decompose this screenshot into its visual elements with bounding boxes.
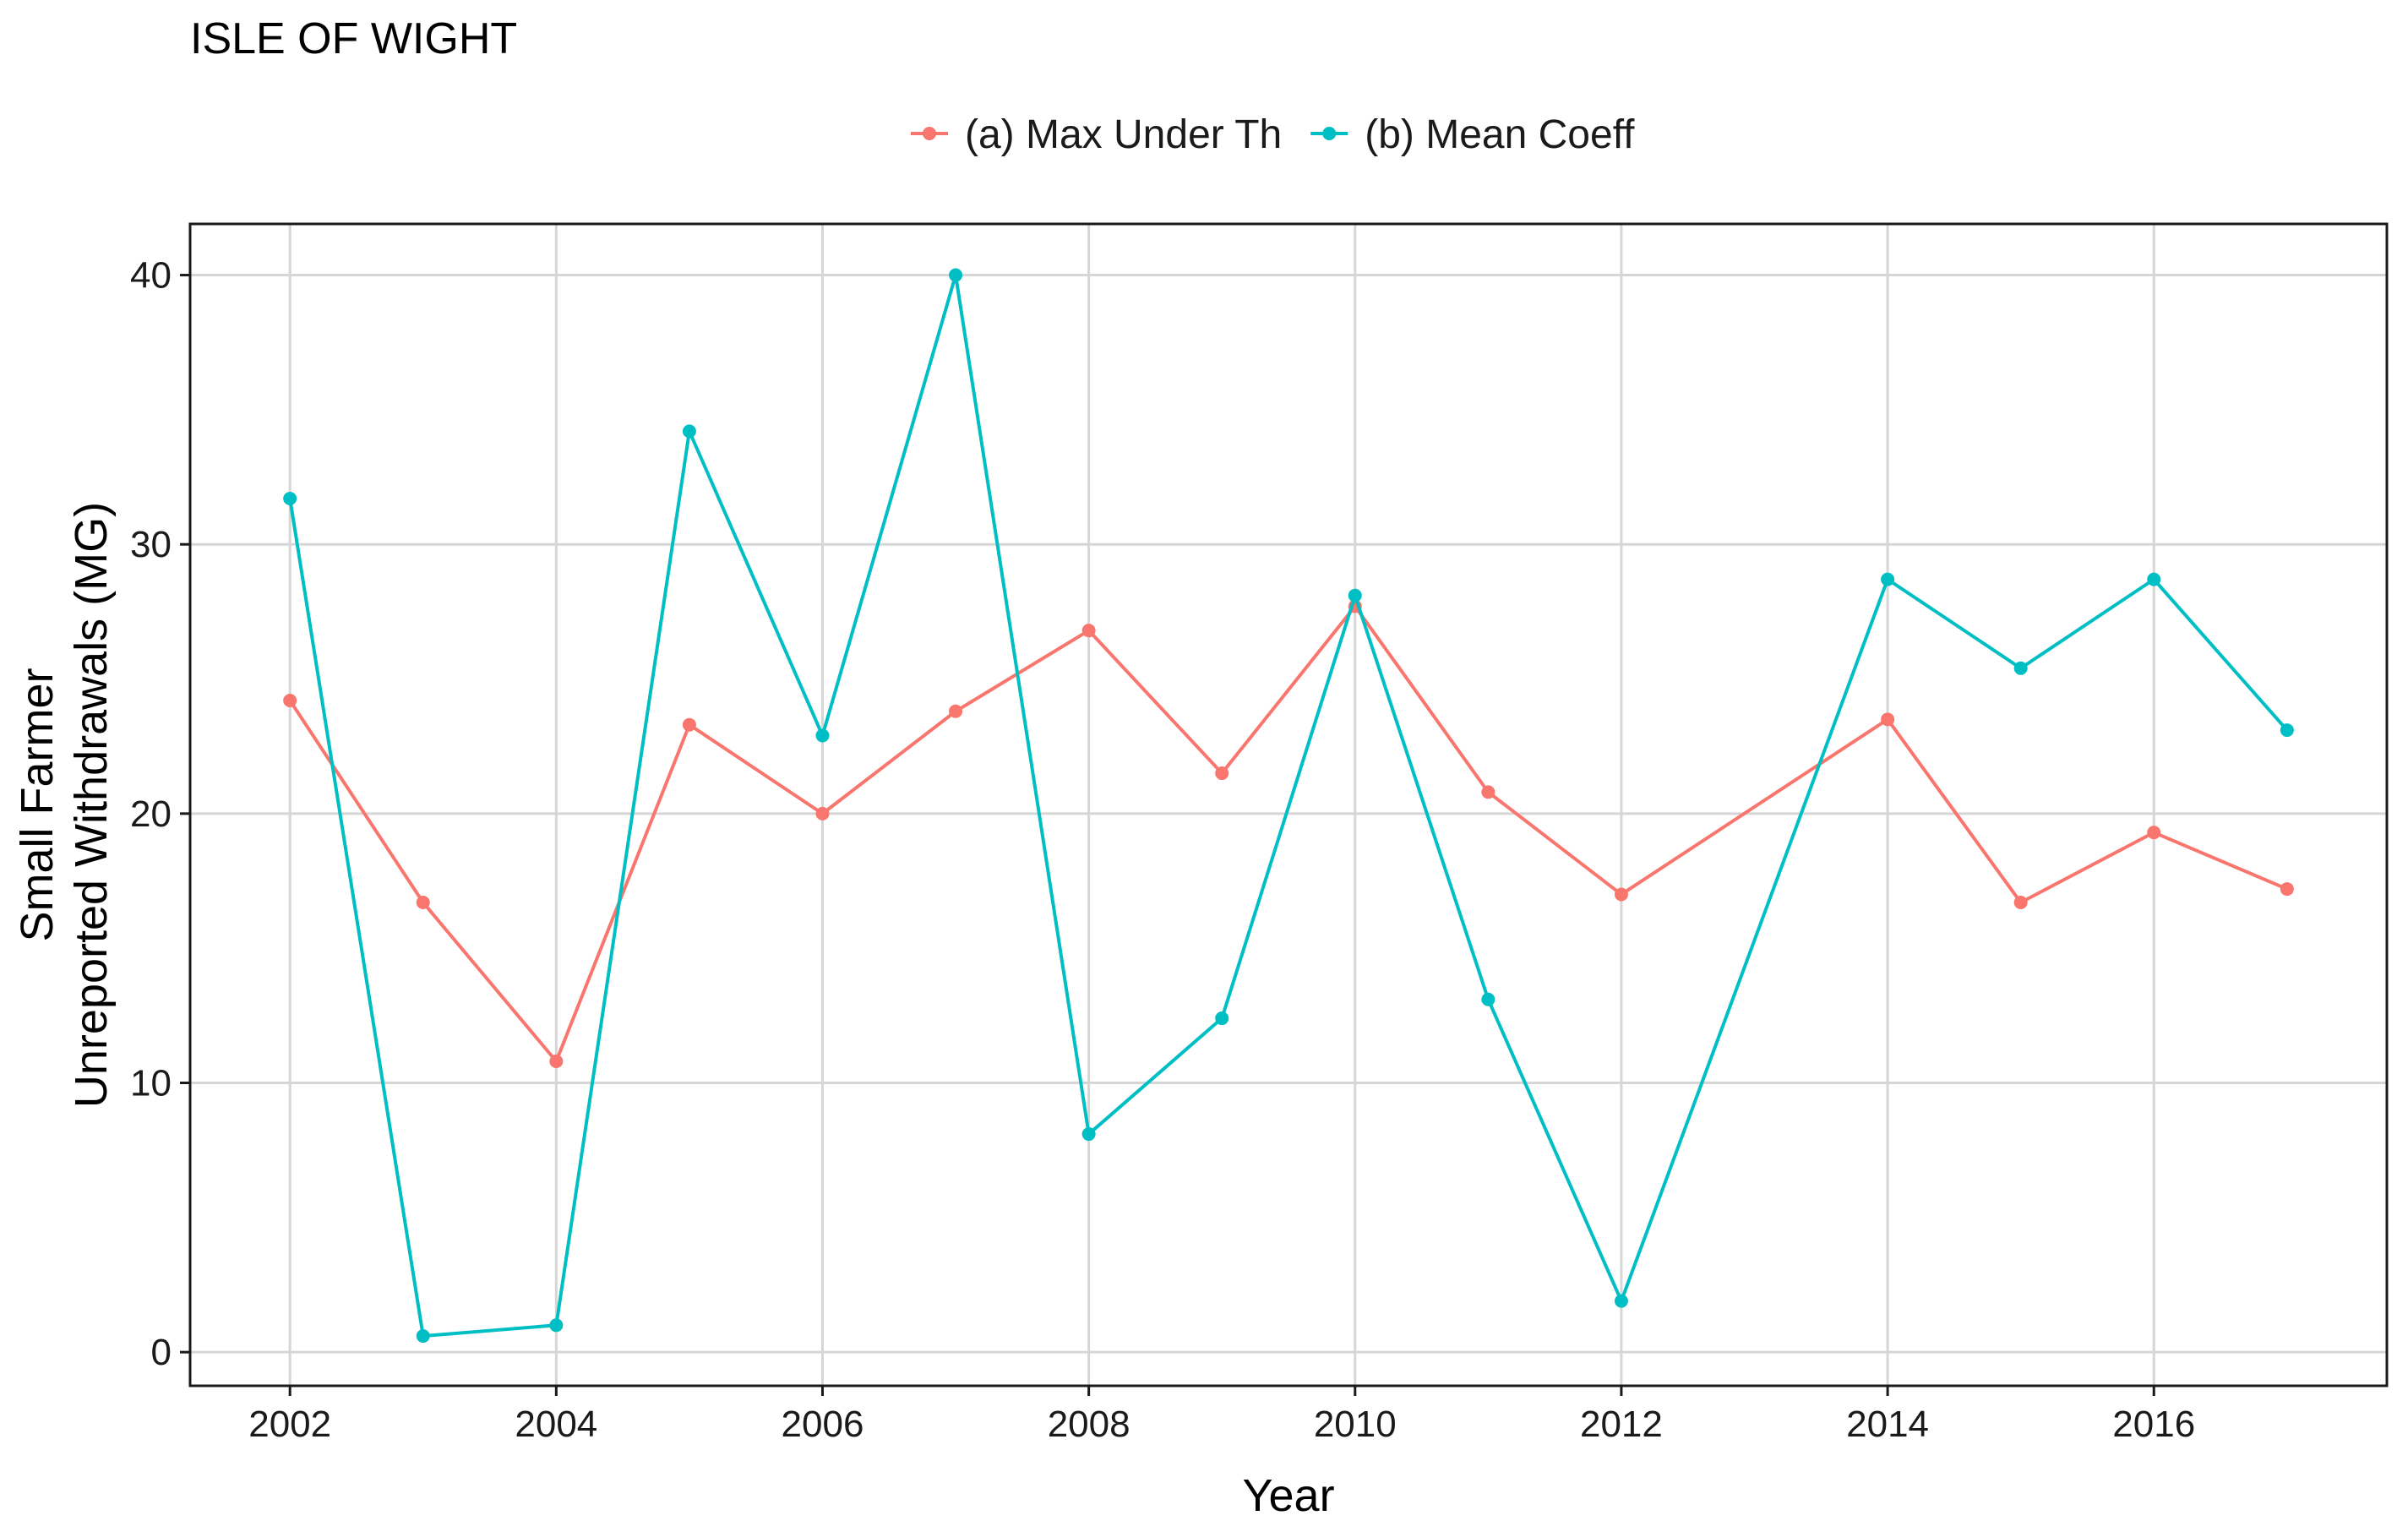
y-axis-title-line-1: Small Farmer bbox=[12, 668, 63, 941]
data-point bbox=[1348, 588, 1362, 602]
y-tick-label: 20 bbox=[130, 793, 172, 835]
data-point bbox=[2147, 826, 2161, 840]
data-point bbox=[949, 268, 963, 282]
data-point bbox=[1881, 712, 1895, 727]
x-tick-label: 2014 bbox=[1846, 1404, 1929, 1445]
data-point bbox=[1481, 992, 1495, 1006]
x-tick-label: 2010 bbox=[1314, 1404, 1397, 1445]
x-tick-label: 2004 bbox=[515, 1404, 597, 1445]
data-point bbox=[1614, 887, 1628, 902]
chart-title: ISLE OF WIGHT bbox=[190, 14, 517, 63]
data-point bbox=[283, 694, 297, 708]
data-point bbox=[2280, 723, 2294, 738]
data-point bbox=[815, 728, 830, 743]
legend: (a) Max Under Th (b) Mean Coeff bbox=[911, 112, 1635, 157]
x-tick-label: 2008 bbox=[1048, 1404, 1130, 1445]
series-layer bbox=[283, 268, 2294, 1344]
data-point bbox=[549, 1055, 564, 1069]
y-tick-label: 40 bbox=[130, 255, 172, 297]
series-1 bbox=[283, 599, 2294, 1069]
legend-label: (a) Max Under Th bbox=[965, 112, 1282, 157]
axes: 2002 2004 2006 2008 2010 2012 2014 2016 0 10 20 30 4… bbox=[130, 255, 2195, 1445]
x-axis-title: Year bbox=[1242, 1470, 1334, 1521]
legend-label: (b) Mean Coeff bbox=[1365, 112, 1635, 157]
data-point bbox=[416, 896, 430, 910]
data-point bbox=[682, 717, 696, 732]
data-point bbox=[1481, 785, 1495, 799]
data-point bbox=[416, 1329, 430, 1344]
legend-key-point bbox=[923, 127, 936, 140]
data-point bbox=[1614, 1294, 1628, 1308]
data-point bbox=[815, 806, 830, 820]
series-2 bbox=[283, 268, 2294, 1344]
x-tick-label: 2002 bbox=[248, 1404, 331, 1445]
y-tick-label: 30 bbox=[130, 524, 172, 565]
data-point bbox=[2147, 572, 2161, 586]
plot-panel bbox=[188, 222, 2389, 1387]
data-point bbox=[2013, 896, 2028, 910]
data-point bbox=[949, 704, 963, 718]
y-tick-label: 10 bbox=[130, 1063, 172, 1104]
legend-item-1: (a) Max Under Th bbox=[911, 112, 1282, 157]
x-tick-label: 2006 bbox=[782, 1404, 864, 1445]
legend-item-2: (b) Mean Coeff bbox=[1310, 112, 1635, 157]
data-point bbox=[2013, 661, 2028, 675]
data-point bbox=[1081, 1127, 1096, 1142]
y-axis-title-line-2: Unreported Withdrawals (MG) bbox=[66, 502, 117, 1108]
data-point bbox=[1215, 1011, 1229, 1026]
data-point bbox=[1081, 624, 1096, 638]
data-point bbox=[1881, 572, 1895, 586]
legend-key-point bbox=[1322, 127, 1337, 140]
data-point bbox=[549, 1318, 564, 1333]
grid bbox=[190, 224, 2387, 1386]
data-point bbox=[682, 424, 696, 439]
data-point bbox=[283, 492, 297, 506]
data-point bbox=[2280, 882, 2294, 897]
x-tick-label: 2016 bbox=[2112, 1404, 2195, 1445]
data-point bbox=[1215, 766, 1229, 781]
y-tick-label: 0 bbox=[151, 1332, 172, 1373]
x-tick-label: 2012 bbox=[1580, 1404, 1663, 1445]
